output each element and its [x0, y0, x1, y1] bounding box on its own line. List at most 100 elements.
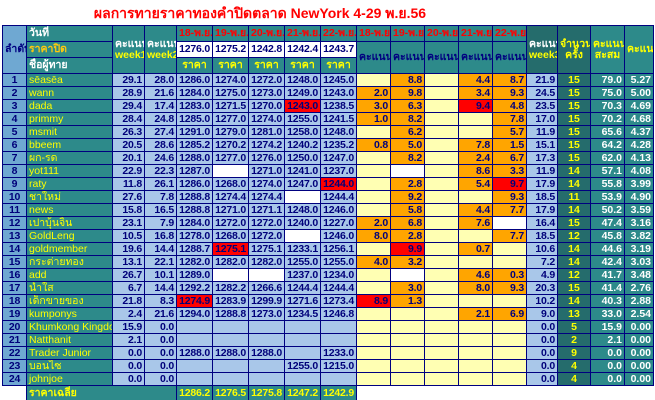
average-score-cell: 0.00	[624, 359, 654, 373]
price-cell-day19: 1277.0	[212, 112, 249, 126]
rank-cell: 5	[2, 125, 27, 139]
table-row: 13 GoldLeng 10.5 16.8 1278.0 1268.0 1272.0 1246…	[2, 229, 654, 243]
score-cell-day21: 3.4	[458, 86, 493, 100]
price-cell-day21: 1240.0	[284, 216, 321, 230]
price-cell-day19: 1279.0	[212, 125, 249, 139]
rank-cell: 3	[2, 99, 27, 113]
score-week2-cell: 7.8	[144, 190, 177, 204]
count-cell: 12	[557, 268, 591, 282]
name-cell: dada	[26, 99, 113, 113]
price-cell-day18: 1278.0	[176, 229, 213, 243]
total-score-cell: 79.0	[590, 73, 625, 87]
score-cell-day21: 0.7	[458, 242, 493, 256]
average-score-cell: 0.00	[624, 320, 654, 334]
price-cell-day19: 1282.0	[212, 255, 249, 269]
score-week1-cell: 29.1	[112, 73, 145, 87]
score-week1-header: คะแนนweek1	[112, 25, 145, 74]
score-cell-day22: 9.3	[492, 281, 527, 295]
total-score-cell: 50.2	[590, 203, 625, 217]
name-cell: กระต่ายทอง	[26, 255, 113, 269]
score-week3-cell: 16.4	[526, 216, 558, 230]
score-cell-day18	[356, 151, 391, 165]
score-week2-cell: 21.6	[144, 86, 177, 100]
total-column-header: คะแนน สะสม	[590, 25, 625, 74]
rank-cell: 24	[2, 372, 27, 386]
close-price-22: 1243.7	[320, 41, 357, 58]
score-week2-cell: 0.0	[144, 359, 177, 373]
price-cell-day22: 1244.0	[320, 177, 357, 191]
table-header: ลำดับ วันที่ คะแนนweek1 คะแนนweek2 18-พ.…	[2, 25, 654, 74]
count-cell: 14	[557, 242, 591, 256]
count-cell: 15	[557, 73, 591, 87]
total-score-cell: 45.8	[590, 229, 625, 243]
score-cell-day20	[424, 333, 459, 347]
price-cell-day20: 1273.0	[248, 86, 285, 100]
price-cell-day21: 1248.0	[284, 203, 321, 217]
footer-empty-area	[356, 385, 654, 400]
table-row: 8 yot111 22.9 22.3 1287.0 1271.0 1241.0 1237.0 8…	[2, 164, 654, 178]
price-cell-day22: 1256.1	[320, 242, 357, 256]
name-cell: เด็กขายของ	[26, 294, 113, 308]
date-row-header: วันที่	[26, 25, 113, 42]
total-score-cell: 41.4	[590, 281, 625, 295]
table-row: 16 add 26.7 10.1 1289.0 1237.0 1234.0 4.6 0.3 4.9…	[2, 268, 654, 282]
score-week3-cell: 18.5	[526, 229, 558, 243]
score-week3-cell: 18.5	[526, 190, 558, 204]
score-week3-header: คะแนนweek3	[526, 25, 558, 74]
price-cell-day20: 1282.0	[248, 255, 285, 269]
score-cell-day20	[424, 216, 459, 230]
score-week2-cell: 22.3	[144, 164, 177, 178]
score-label-20: คะแนน	[424, 41, 459, 74]
score-cell-day19: 5.0	[390, 138, 425, 152]
table-row: 23 บอนไซ 0.0 0.0 1255.0 1215.0 0.0 4 0.0 0.00	[2, 359, 654, 373]
price-cell-day21	[284, 229, 321, 243]
score-cell-day18	[356, 372, 391, 386]
price-cell-day22: 1237.0	[320, 164, 357, 178]
score-date-header-20: 20-พ.ย.	[424, 25, 459, 42]
score-cell-day19: 6.3	[390, 99, 425, 113]
score-cell-day22	[492, 333, 527, 347]
rank-cell: 20	[2, 320, 27, 334]
count-cell: 14	[557, 203, 591, 217]
score-cell-day18: 1.0	[356, 112, 391, 126]
rank-column-header: ลำดับ	[2, 25, 27, 74]
results-table: ลำดับ วันที่ คะแนนweek1 คะแนนweek2 18-พ.…	[2, 25, 654, 400]
score-cell-day20	[424, 112, 459, 126]
table-row: 6 bbeem 20.5 28.6 1285.2 1270.2 1274.2 1240.2 12…	[2, 138, 654, 152]
price-cell-day21: 1234.5	[284, 307, 321, 321]
price-cell-day18	[176, 359, 213, 373]
name-cell: raty	[26, 177, 113, 191]
price-cell-day20	[248, 359, 285, 373]
price-cell-day22: 1246.8	[320, 307, 357, 321]
count-cell: 13	[557, 307, 591, 321]
score-label-19: คะแนน	[390, 41, 425, 74]
table-row: 12 เปาบุ้นจิ้น 23.1 7.9 1284.0 1272.0 1272.0 12…	[2, 216, 654, 230]
score-cell-day19	[390, 164, 425, 178]
total-score-cell: 0.0	[590, 372, 625, 386]
score-cell-day21	[458, 372, 493, 386]
score-cell-day22: 6.9	[492, 307, 527, 321]
price-cell-day18	[176, 333, 213, 347]
price-cell-day19: 1272.0	[212, 216, 249, 230]
table-row: 14 goldmember 19.6 14.4 1288.7 1275.1 1275.1 12…	[2, 242, 654, 256]
average-score-cell: 0.00	[624, 333, 654, 347]
average-score-cell: 3.03	[624, 255, 654, 269]
score-cell-day22: 7.7	[492, 229, 527, 243]
count-cell: 5	[557, 320, 591, 334]
price-date-header-20: 20-พ.ย.	[248, 25, 285, 42]
price-cell-day21	[284, 333, 321, 347]
table-row: 11 news 15.8 16.5 1288.8 1271.0 1271.1 1248.0 12…	[2, 203, 654, 217]
price-cell-day21: 1240.2	[284, 138, 321, 152]
name-cell: ผก-รด	[26, 151, 113, 165]
name-cell: johnjoe	[26, 372, 113, 386]
score-cell-day18	[356, 359, 391, 373]
count-cell: 4	[557, 372, 591, 386]
score-cell-day19: 2.8	[390, 177, 425, 191]
price-cell-day22: 1273.4	[320, 294, 357, 308]
score-cell-day21: 2.4	[458, 151, 493, 165]
average-price-21: 1247.2	[284, 385, 321, 400]
score-cell-day22: 3.3	[492, 164, 527, 178]
score-cell-day20	[424, 151, 459, 165]
total-score-cell: 42.4	[590, 255, 625, 269]
price-cell-day20: 1274.0	[248, 112, 285, 126]
